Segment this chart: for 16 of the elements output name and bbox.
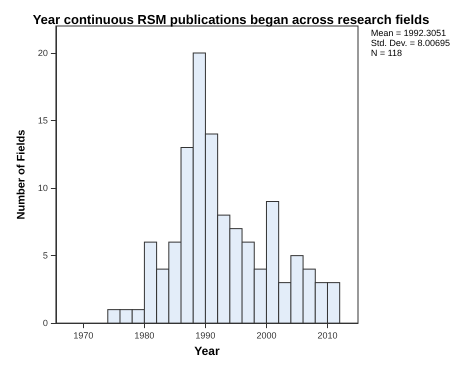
y-tick-label: 15 (38, 116, 48, 126)
x-tick-label: 2000 (256, 330, 276, 341)
y-tick-label: 20 (38, 48, 48, 58)
y-tick-label: 0 (42, 318, 48, 328)
chart-title: Year continuous RSM publications began across research fields (32, 12, 430, 27)
x-tick-label: 2010 (317, 330, 338, 341)
text: N = 118 (370, 48, 402, 58)
x-tick-label: 1980 (134, 330, 154, 341)
y-tick-label: 10 (38, 183, 48, 194)
y-tick-label: 5 (42, 250, 48, 261)
x-tick-label: 1990 (195, 330, 216, 341)
y-axis-title: Number of Fields (16, 130, 28, 220)
x-tick-label: 1970 (73, 330, 94, 341)
text: Std. Dev. = 8.00695 (370, 38, 450, 48)
text: Mean = 1992.3051 (370, 28, 446, 38)
x-axis-title: Year (194, 344, 220, 358)
